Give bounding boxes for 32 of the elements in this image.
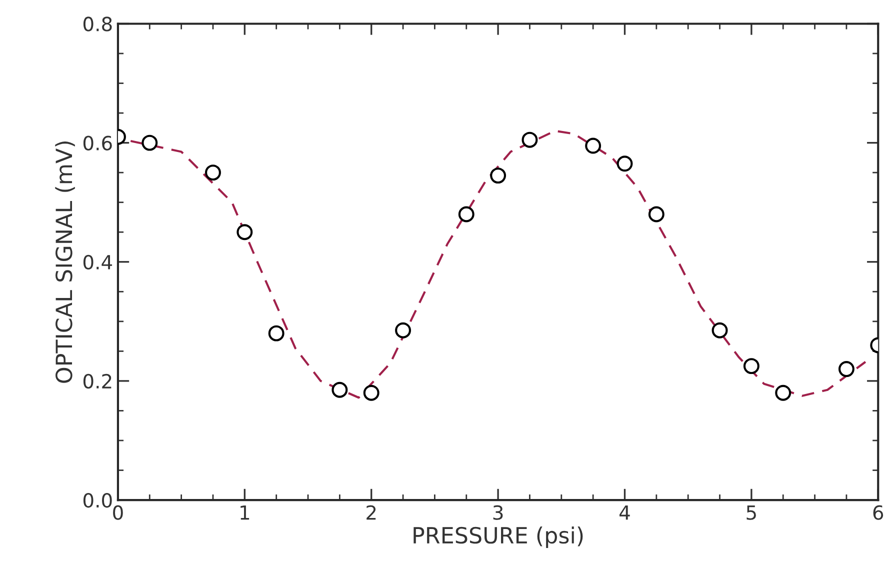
y-tick-label: 0.0 xyxy=(83,492,112,508)
y-tick-label: 0.8 xyxy=(83,16,112,32)
point xyxy=(236,224,253,240)
x-tick-label: 5 xyxy=(746,505,756,520)
point xyxy=(712,322,728,338)
point xyxy=(585,138,602,154)
y-tick-label: 0.6 xyxy=(83,136,112,150)
x-tick-label: 1 xyxy=(240,505,250,520)
point xyxy=(458,206,474,222)
x-axis-title: PRESSURE (psi) xyxy=(414,526,583,548)
point xyxy=(205,164,221,181)
point xyxy=(838,361,854,378)
y-tick-label: 0.2 xyxy=(83,374,112,389)
x-tick-label: 6 xyxy=(873,505,884,520)
point xyxy=(648,206,664,222)
point xyxy=(142,134,158,151)
line-series xyxy=(130,130,867,399)
point xyxy=(490,168,506,184)
point xyxy=(522,132,538,148)
x-tick-label: 2 xyxy=(366,505,376,520)
x-tick-label: 3 xyxy=(493,505,503,520)
x-tick-label: 4 xyxy=(620,505,630,520)
y-axis-title: OPTICAL SIGNAL (mV) xyxy=(55,142,75,383)
x-tick-label: 0 xyxy=(113,505,123,520)
point xyxy=(268,325,284,342)
point xyxy=(775,384,792,401)
point xyxy=(332,382,348,398)
point xyxy=(616,156,633,172)
y-tick-label: 0.4 xyxy=(83,254,112,270)
point xyxy=(363,384,380,401)
point xyxy=(395,322,412,338)
point xyxy=(743,358,760,374)
